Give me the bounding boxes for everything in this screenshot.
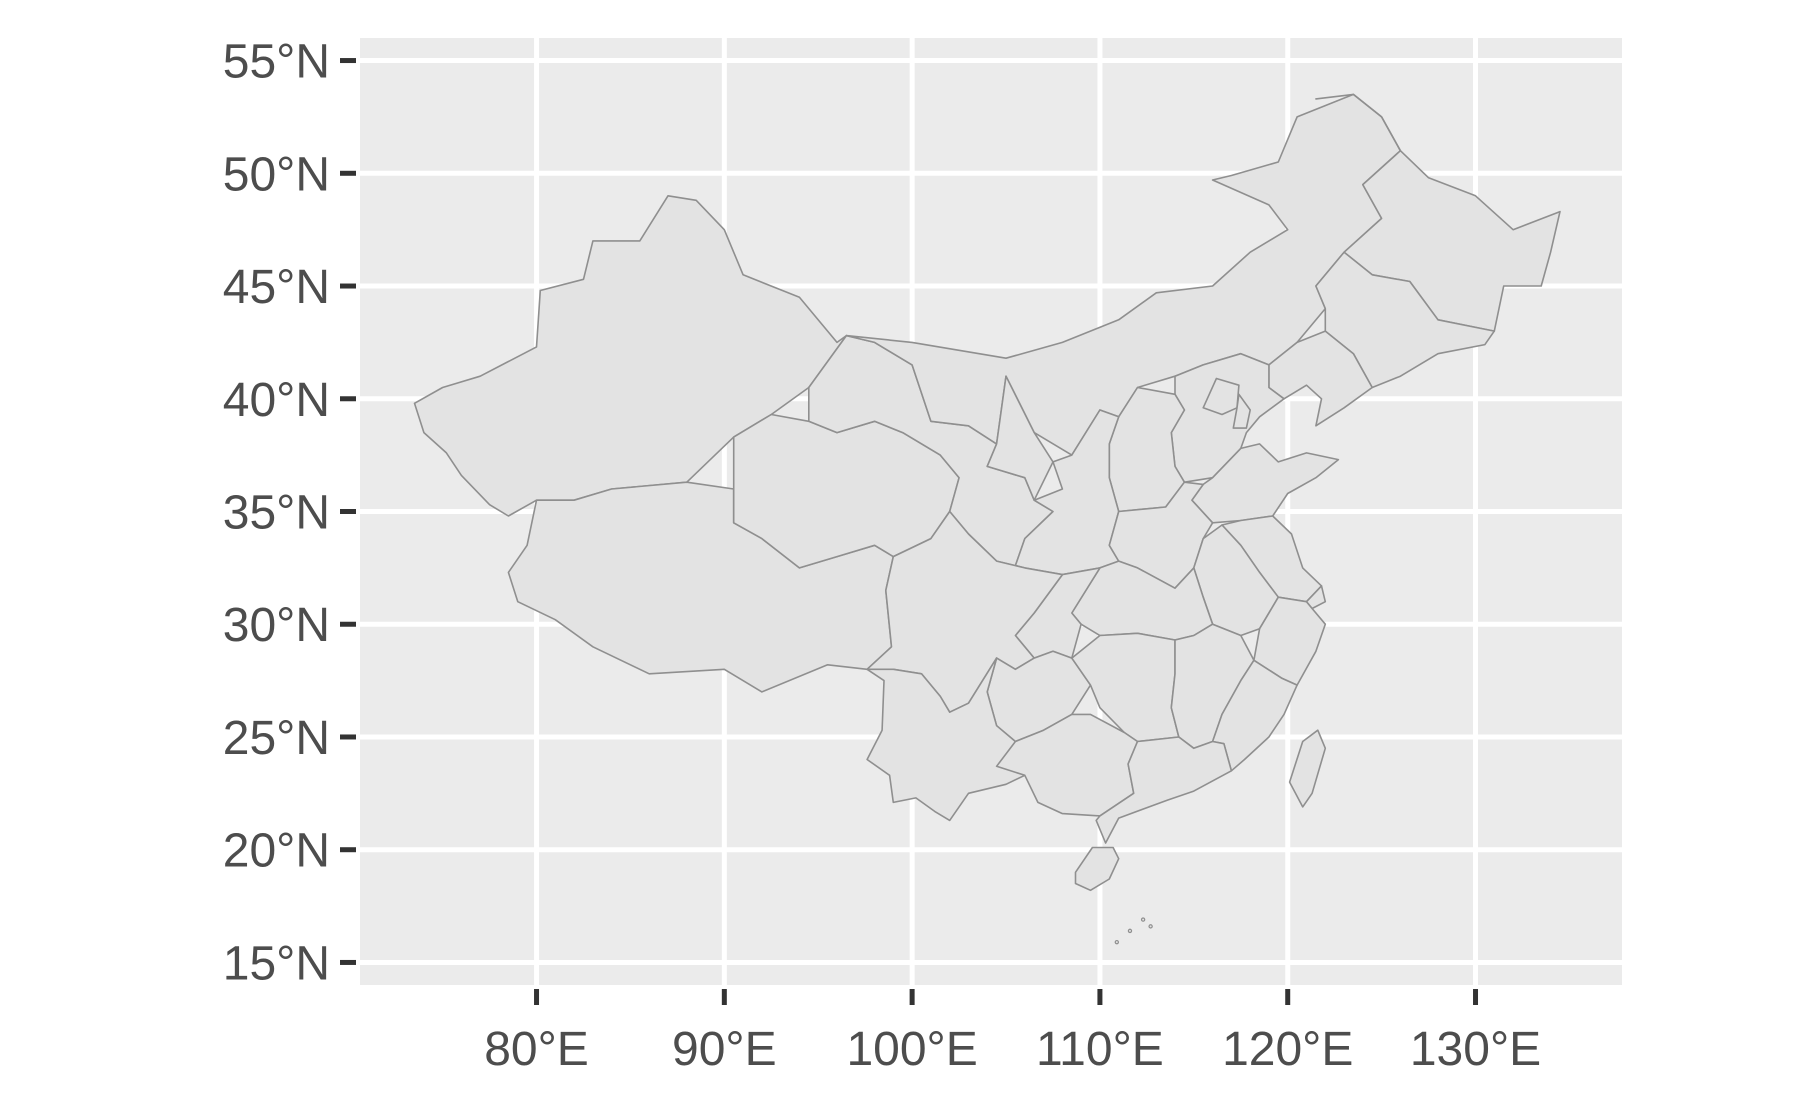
- island-3: [1114, 939, 1120, 945]
- lon-tick-label: 130°E: [1410, 1023, 1541, 1076]
- longitude-axis: 80°E 90°E 100°E 110°E 120°E 130°E: [484, 989, 1541, 1076]
- island-0: [1140, 917, 1146, 922]
- province-layer: [413, 93, 1561, 892]
- latitude-axis: 55°N 50°N 45°N 40°N 35°N 30°N 25°N 20°N 15°N: [223, 36, 356, 990]
- region-yunnan: [866, 657, 1026, 822]
- lat-tick-label: 50°N: [223, 148, 330, 201]
- region-tianjin: [1232, 393, 1251, 429]
- lat-tick-label: 45°N: [223, 261, 330, 314]
- region-guangdong: [1095, 736, 1233, 844]
- lat-tick-label: 40°N: [223, 374, 330, 427]
- lat-tick-label: 25°N: [223, 712, 330, 765]
- lat-tick-label: 35°N: [223, 487, 330, 540]
- region-hainan: [1074, 846, 1120, 892]
- island-2: [1127, 928, 1133, 934]
- lat-tick-label: 15°N: [223, 937, 330, 990]
- lon-tick-label: 100°E: [846, 1023, 977, 1076]
- region-heilongjiang: [1315, 93, 1561, 332]
- lat-tick-label: 20°N: [223, 825, 330, 878]
- lon-tick-label: 80°E: [484, 1023, 589, 1076]
- lat-tick-label: 55°N: [223, 36, 330, 89]
- lat-tick-label: 30°N: [223, 599, 330, 652]
- region-xinjiang: [413, 195, 848, 517]
- region-ningxia: [986, 375, 1054, 501]
- island-layer: [1114, 917, 1153, 945]
- lon-tick-label: 120°E: [1222, 1023, 1353, 1076]
- lon-tick-label: 90°E: [672, 1023, 777, 1076]
- region-taiwan: [1288, 729, 1327, 808]
- lon-tick-label: 110°E: [1036, 1023, 1164, 1076]
- island-1: [1148, 924, 1153, 929]
- region-shandong: [1191, 443, 1340, 524]
